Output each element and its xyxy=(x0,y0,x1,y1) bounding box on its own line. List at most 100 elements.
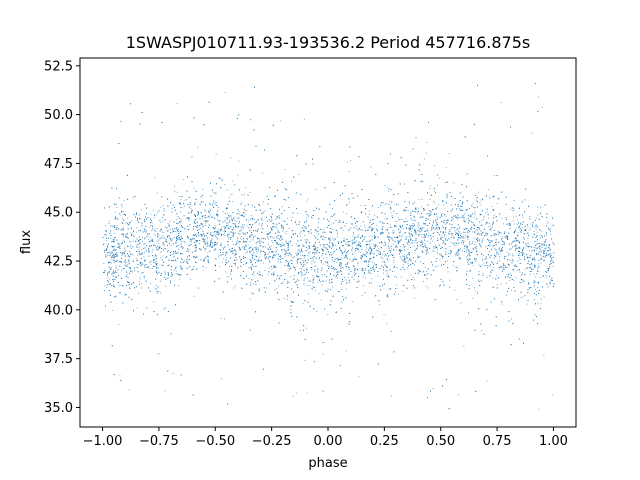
data-point xyxy=(519,253,520,254)
data-point xyxy=(215,243,217,245)
data-point xyxy=(427,218,429,220)
data-point xyxy=(488,223,490,224)
data-point xyxy=(411,225,412,227)
data-point xyxy=(460,248,461,250)
data-point xyxy=(538,96,539,98)
data-point xyxy=(524,239,525,240)
data-point xyxy=(500,232,502,233)
data-point xyxy=(223,234,224,235)
data-point xyxy=(387,230,389,232)
data-point xyxy=(517,248,519,250)
data-point xyxy=(508,279,510,281)
data-point xyxy=(371,252,373,254)
data-point xyxy=(497,284,498,285)
data-point xyxy=(437,265,439,267)
data-point xyxy=(392,243,394,245)
data-point xyxy=(208,215,210,217)
data-point xyxy=(430,185,431,187)
data-point xyxy=(288,244,289,246)
data-point xyxy=(321,262,322,263)
data-point xyxy=(488,245,490,247)
data-point xyxy=(362,276,364,278)
data-point xyxy=(303,225,304,227)
data-point xyxy=(545,274,547,276)
data-point xyxy=(307,248,309,250)
data-point xyxy=(162,205,164,206)
data-point xyxy=(337,231,338,233)
data-point xyxy=(179,278,181,280)
data-point xyxy=(167,223,169,224)
data-point xyxy=(370,166,372,168)
data-point xyxy=(264,210,266,212)
data-point xyxy=(130,248,132,249)
data-point xyxy=(243,264,245,265)
data-point xyxy=(194,220,195,222)
data-point xyxy=(354,271,355,273)
data-point xyxy=(177,245,179,246)
data-point xyxy=(530,223,532,225)
data-point xyxy=(367,241,369,243)
data-point xyxy=(258,259,259,261)
data-point xyxy=(351,243,353,245)
data-point xyxy=(463,231,464,233)
data-point xyxy=(382,272,384,274)
data-point xyxy=(364,224,366,226)
data-point xyxy=(156,241,158,243)
data-point xyxy=(202,188,204,190)
data-point xyxy=(528,250,530,252)
data-point xyxy=(405,238,407,239)
data-point xyxy=(285,251,286,253)
data-point xyxy=(384,255,386,257)
data-point xyxy=(116,271,117,273)
data-point xyxy=(422,216,423,218)
data-point xyxy=(408,244,410,246)
data-point xyxy=(154,256,156,258)
data-point xyxy=(542,275,544,277)
data-point xyxy=(542,245,544,247)
data-point xyxy=(448,153,450,154)
data-point xyxy=(115,265,117,267)
data-point xyxy=(172,239,173,241)
data-point xyxy=(155,285,157,286)
data-point xyxy=(143,277,145,279)
data-point xyxy=(402,264,404,266)
data-point xyxy=(274,195,276,196)
data-point xyxy=(108,251,110,253)
data-point xyxy=(124,254,126,256)
data-point xyxy=(334,213,336,214)
data-point xyxy=(252,283,254,285)
data-point xyxy=(386,203,388,204)
data-point xyxy=(216,234,218,236)
data-point xyxy=(206,240,208,242)
data-point xyxy=(404,246,405,248)
data-point xyxy=(384,217,386,219)
data-point xyxy=(140,272,142,274)
data-point xyxy=(429,199,431,200)
data-point xyxy=(157,212,159,213)
data-point xyxy=(374,214,375,216)
data-point xyxy=(463,219,465,221)
data-point xyxy=(249,235,251,236)
data-point xyxy=(260,260,261,262)
data-point xyxy=(294,256,295,257)
data-point xyxy=(450,242,452,244)
data-point xyxy=(540,207,542,209)
data-point xyxy=(377,246,378,248)
data-point xyxy=(361,268,363,270)
data-point xyxy=(427,236,429,238)
data-point xyxy=(348,201,350,203)
data-point xyxy=(163,210,164,212)
data-point xyxy=(258,247,259,249)
data-point xyxy=(335,199,337,201)
data-point xyxy=(213,226,214,228)
data-point xyxy=(181,207,183,208)
data-point xyxy=(433,200,435,202)
data-point xyxy=(463,220,465,222)
data-point xyxy=(257,228,259,230)
data-point xyxy=(356,228,357,229)
data-point xyxy=(550,233,552,235)
data-point xyxy=(472,297,474,299)
data-point xyxy=(383,283,385,285)
data-point xyxy=(184,205,186,207)
data-point xyxy=(196,256,198,258)
